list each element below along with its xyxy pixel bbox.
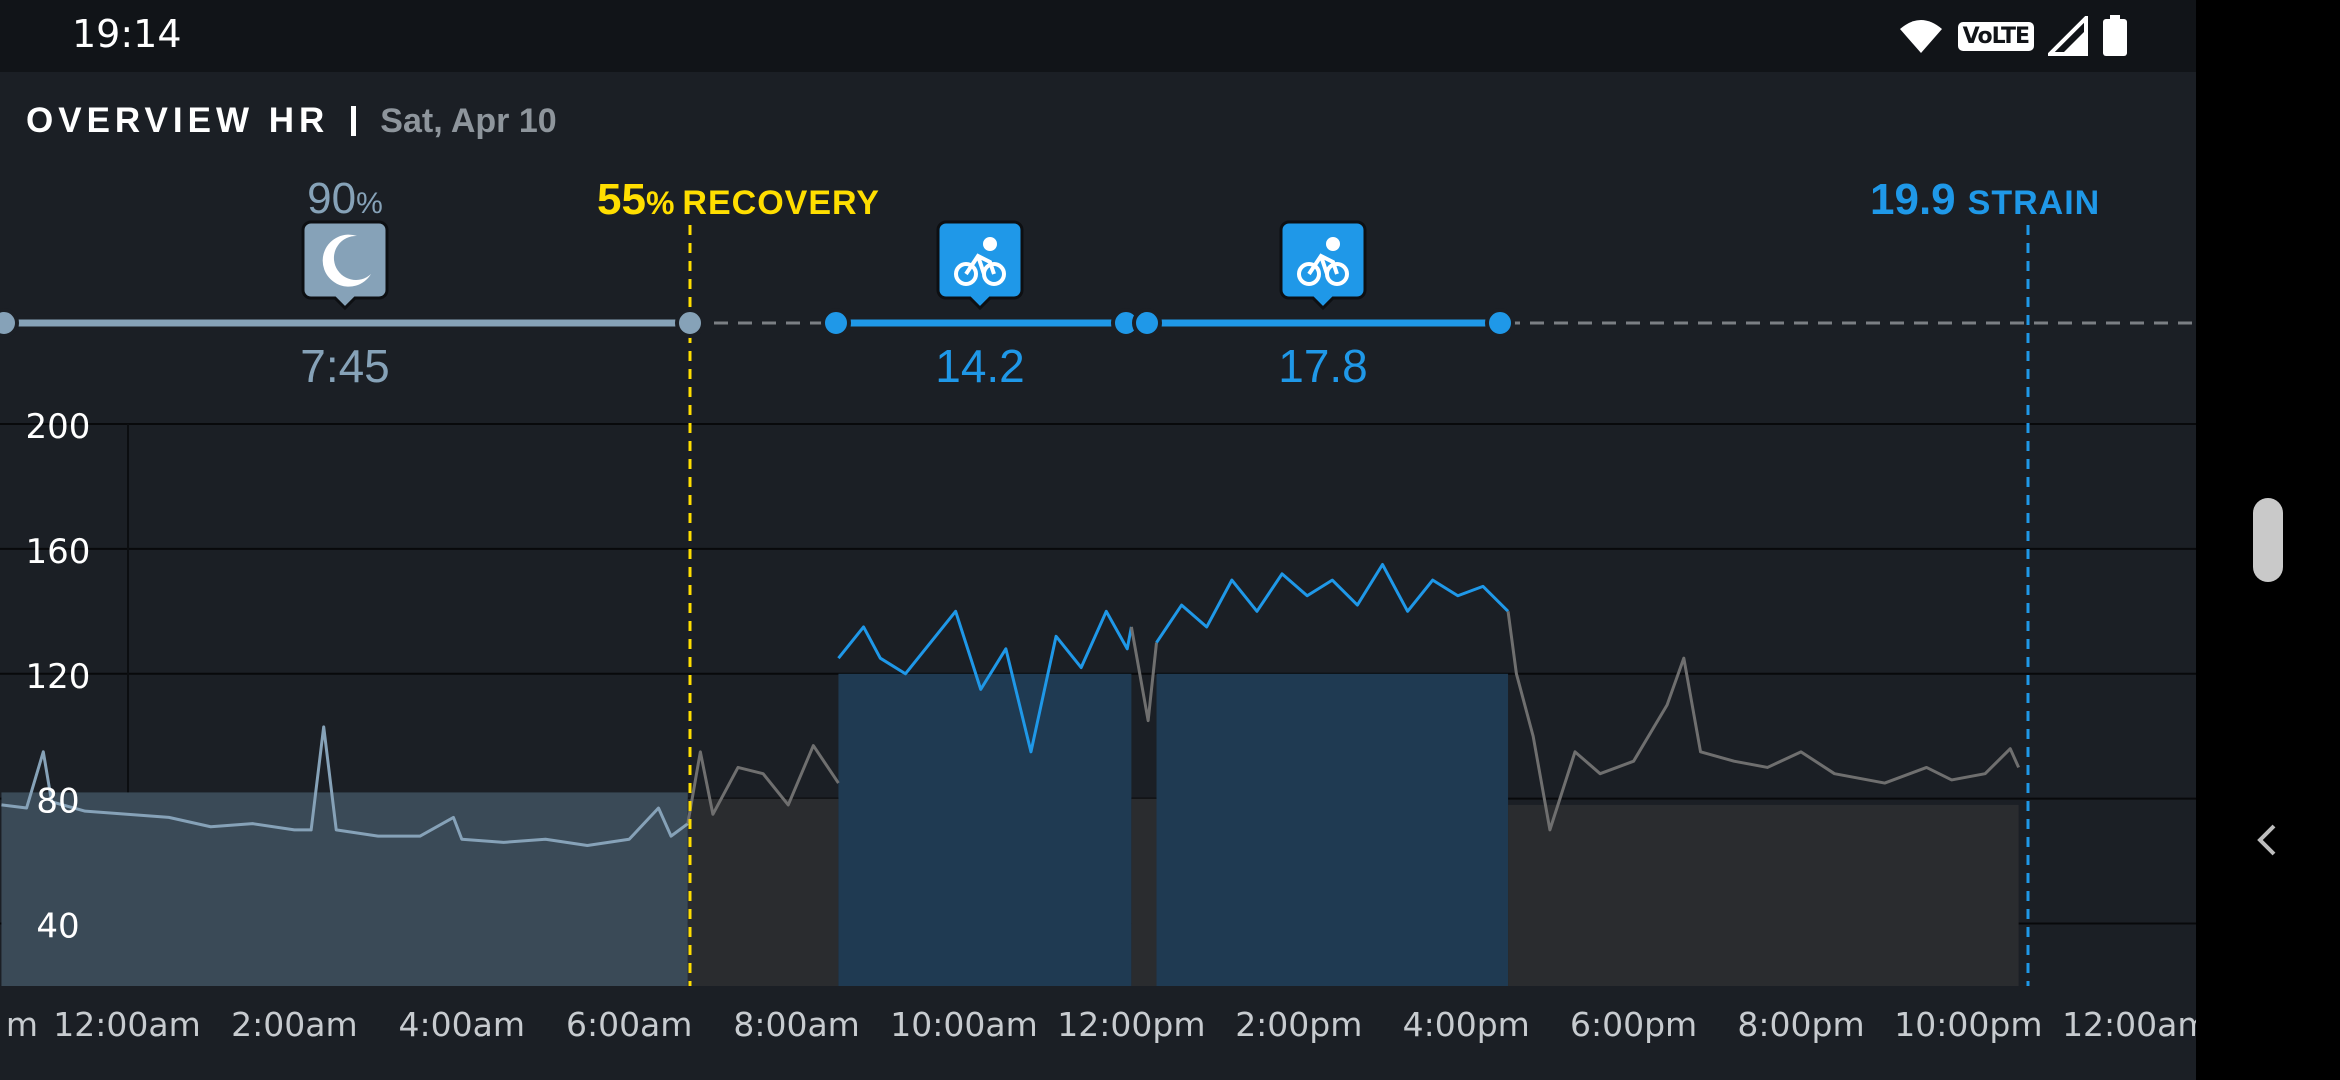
y-tick-label: 40 [36,907,79,947]
between-hr-area [1131,798,1157,986]
volte-icon: VoLTE [1957,21,2034,51]
hr-areas [1,673,2019,986]
x-tick-label: 6:00am [566,1005,692,1044]
status-icons: VoLTE [1898,14,2128,58]
x-tick-label: 10:00am [890,1005,1037,1044]
status-bar: 19:14 VoLTE [0,0,2196,72]
y-axis-labels: 200 160 120 80 40 [26,407,91,947]
activity-1-hr-line [837,609,1133,754]
activity-2-event-button[interactable] [1279,220,1367,311]
x-tick-label: 4:00pm [1403,1005,1530,1044]
awake-hr-area [687,798,839,986]
between-hr-line [1129,626,1159,723]
recovery-text: RECOVERY [682,184,880,222]
moon-icon [322,234,371,287]
activity-2-end-handle[interactable] [1485,308,1515,338]
scrollbar-thumb[interactable] [2253,498,2283,582]
activity-2-start-handle[interactable] [1132,308,1162,338]
recovery-unit: % [646,185,674,221]
date-selector[interactable]: Sat, Apr 10 [380,101,557,140]
sleep-percent-value: 90 [307,174,356,223]
recovery-value: 55 [597,175,646,224]
sleep-end-handle[interactable] [675,308,705,338]
activity-2-hr-line [1155,563,1510,644]
x-tick-label: 6:00pm [1570,1005,1697,1044]
sleep-event-button[interactable] [301,220,389,311]
overview-hr-screen: 19:14 VoLTE OVERVIEW HR Sat, Apr 10 200 1… [0,0,2196,1080]
y-tick-label: 80 [36,782,79,822]
page-title: OVERVIEW HR [26,101,330,140]
heart-rate-chart[interactable]: 200 160 120 80 40 m 12:00am 2:00am 4:00am 6:00am… [0,0,2196,1080]
strain-label[interactable]: 19.9 STRAIN [1870,175,2100,224]
x-tick-label: 12:00pm [1057,1005,1205,1044]
strain-text: STRAIN [1968,184,2101,222]
evening-hr-area [1508,804,2019,986]
sleep-start-handle[interactable] [0,308,19,338]
battery-icon [2103,15,2127,56]
x-tick-label: 12:00am [2062,1005,2196,1044]
activity-1-hr-area [838,673,1132,986]
cycling-icon [1297,237,1349,286]
strain-value: 19.9 [1870,175,1956,224]
activity-1-start-handle[interactable] [821,308,851,338]
awake-hr-line [686,744,840,824]
evening-hr-line [1506,611,2020,832]
back-chevron-icon[interactable] [2252,820,2284,860]
activity-1-event-button[interactable] [936,220,1024,311]
y-tick-label: 200 [26,407,91,447]
activity-2-hr-area [1156,673,1509,986]
x-tick-label: m [6,1005,38,1044]
x-tick-label: 4:00am [399,1005,525,1044]
sleep-hr-line [1,725,689,847]
sleep-percent-unit: % [356,187,383,220]
page-header: OVERVIEW HR Sat, Apr 10 [26,96,557,146]
y-tick-label: 160 [26,532,91,572]
sleep-duration: 7:45 [300,340,390,392]
status-time: 19:14 [72,12,182,56]
hr-lines [1,563,2020,847]
recovery-label[interactable]: 55% RECOVERY [597,175,880,224]
x-tick-label: 2:00pm [1235,1005,1362,1044]
x-axis-labels: m 12:00am 2:00am 4:00am 6:00am 8:00am 10:00am 1… [6,1005,2196,1044]
sleep-percent: 90% [307,174,383,223]
chart-y-axis-line [127,424,129,986]
wifi-icon [1899,20,1942,53]
x-tick-label: 8:00pm [1737,1005,1864,1044]
header-divider [351,106,357,136]
y-tick-label: 120 [26,657,91,697]
cycling-icon [954,237,1006,286]
x-tick-label: 8:00am [733,1005,859,1044]
x-tick-label: 10:00pm [1894,1005,2042,1044]
activity-1-strain: 14.2 [935,340,1025,392]
x-tick-label: 2:00am [231,1005,357,1044]
x-tick-label: 12:00am [53,1005,200,1044]
activity-2-strain: 17.8 [1278,340,1368,392]
sleep-hr-area [1,792,688,986]
signal-icon [2048,16,2088,56]
